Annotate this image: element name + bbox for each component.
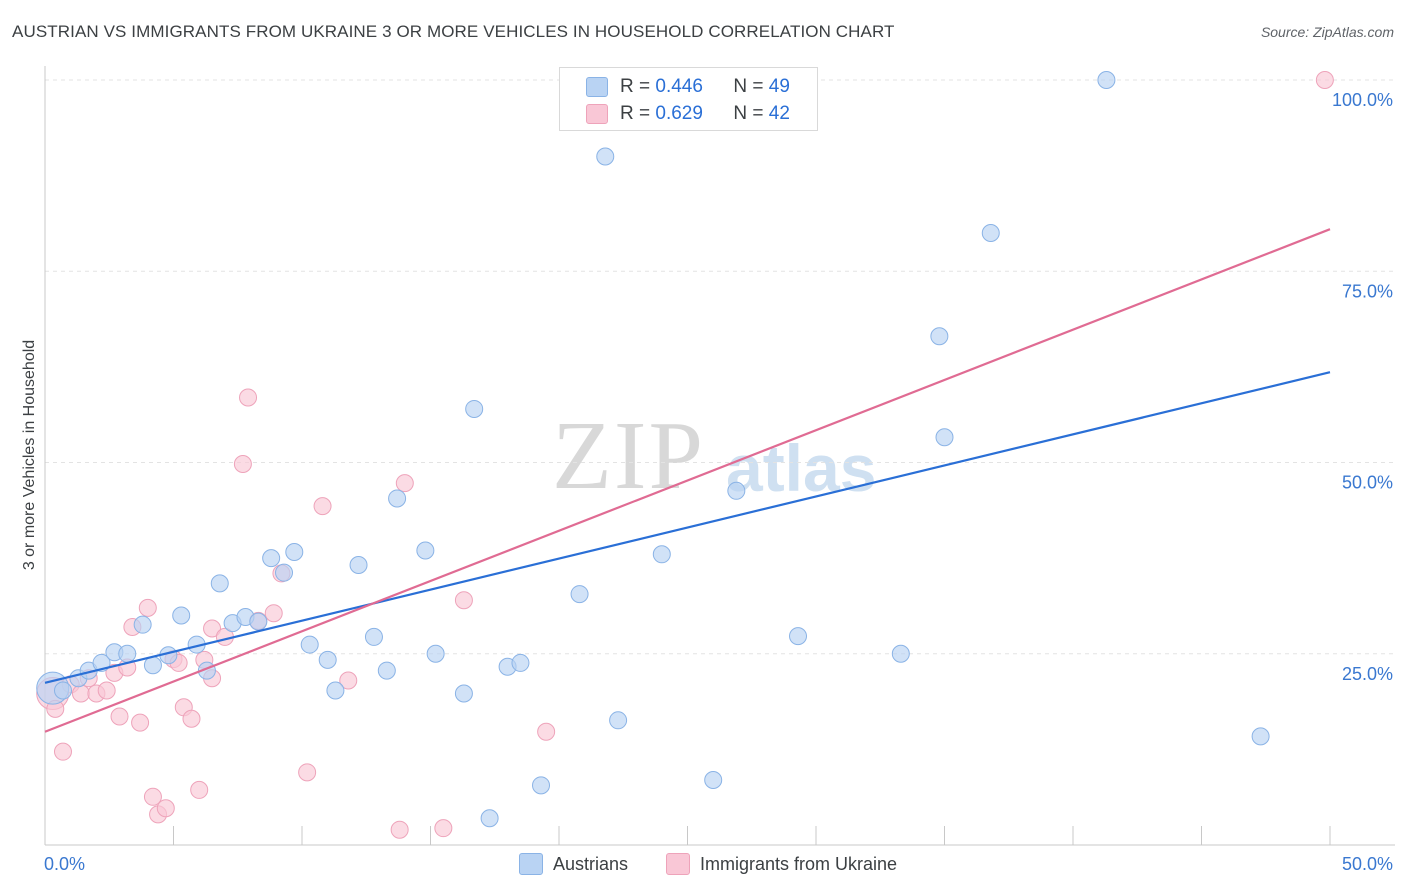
y-tick-label: 25.0% <box>1342 664 1393 684</box>
austrians-point <box>53 681 72 700</box>
y-tick-label: 100.0% <box>1332 90 1393 110</box>
correlation-legend: R = 0.446 N = 49 R = 0.629 N = 42 <box>559 67 818 131</box>
austrians-point <box>930 327 949 346</box>
legend-n-label: N = <box>733 103 769 124</box>
chart-title: AUSTRIAN VS IMMIGRANTS FROM UKRAINE 3 OR… <box>12 22 895 41</box>
austrians-legend-swatch <box>519 853 543 875</box>
bottom-legend-austrians: Austrians <box>519 852 628 876</box>
austrians-point <box>349 556 368 575</box>
legend-row-ukraine: R = 0.629 N = 42 <box>586 101 790 127</box>
austrians-point <box>1097 71 1116 89</box>
ukraine-point <box>143 787 162 806</box>
ukraine-point <box>138 598 157 617</box>
ukraine-point <box>395 474 414 493</box>
austrians-point <box>249 612 268 631</box>
watermark-zip: ZIP <box>552 402 705 510</box>
austrians-point <box>935 428 954 447</box>
austrians-swatch <box>586 77 608 97</box>
austrians-point <box>318 650 337 669</box>
ukraine-point <box>390 820 409 839</box>
legend-r-value-ukraine: 0.629 <box>655 103 703 124</box>
x-tick-label-min: 0.0% <box>44 854 85 874</box>
ukraine-point <box>298 763 317 782</box>
austrians-point <box>388 489 407 508</box>
austrians-point <box>275 563 294 582</box>
austrians-point <box>511 653 530 672</box>
bottom-legend-ukraine: Immigrants from Ukraine <box>666 852 897 876</box>
austrians-point <box>285 543 304 562</box>
ukraine-point <box>182 709 201 728</box>
ukraine-point <box>233 455 252 474</box>
ukraine-legend-swatch <box>666 853 690 875</box>
austrians-point <box>981 224 1000 242</box>
austrians-point <box>532 776 551 795</box>
austrians-trend-line <box>44 371 1331 684</box>
ukraine-point <box>454 591 473 610</box>
ukraine-point <box>156 799 175 818</box>
ukraine-point <box>239 388 258 407</box>
watermark-atlas: atlas <box>726 431 877 505</box>
source-label: Source: ZipAtlas.com <box>1260 24 1394 40</box>
ukraine-point <box>339 671 358 690</box>
austrians-point <box>727 481 746 500</box>
austrians-point <box>891 644 910 663</box>
legend-r-value-austrians: 0.446 <box>655 76 703 97</box>
austrians-legend-label: Austrians <box>553 853 629 874</box>
ukraine-point <box>203 619 222 638</box>
austrians-point <box>704 770 723 789</box>
austrians-point <box>172 606 191 625</box>
austrians-point <box>454 684 473 703</box>
austrians-point <box>652 545 671 564</box>
ukraine-point <box>537 722 556 741</box>
legend-r-label: R = <box>620 76 656 97</box>
ukraine-point <box>131 713 150 732</box>
austrians-point <box>480 809 499 828</box>
austrians-point <box>789 627 808 646</box>
ukraine-point <box>264 604 283 623</box>
austrians-point <box>133 615 152 634</box>
legend-r-label: R = <box>620 103 656 124</box>
austrians-point <box>609 711 628 730</box>
austrians-point <box>416 541 435 560</box>
y-tick-label: 75.0% <box>1342 281 1393 301</box>
austrians-point <box>570 585 589 604</box>
austrians-point <box>300 635 319 654</box>
legend-n-value-ukraine: 42 <box>768 103 790 124</box>
y-tick-label: 50.0% <box>1342 473 1393 493</box>
austrians-point <box>118 644 137 663</box>
ukraine-point <box>1315 71 1334 89</box>
ukraine-point <box>53 742 72 761</box>
austrians-point <box>465 399 484 418</box>
legend-n-label: N = <box>733 76 769 97</box>
legend-n-value-austrians: 49 <box>768 76 790 97</box>
austrians-point <box>377 661 396 680</box>
ukraine-swatch <box>586 104 608 124</box>
austrians-point <box>210 574 229 593</box>
austrians-point <box>262 549 281 568</box>
austrians-point <box>326 681 345 700</box>
austrians-point <box>426 644 445 663</box>
ukraine-trend-line <box>44 228 1331 733</box>
austrians-point <box>596 147 615 166</box>
austrians-point <box>364 627 383 646</box>
ukraine-point <box>190 780 209 799</box>
ukraine-point <box>97 681 116 700</box>
austrians-point <box>1251 727 1270 746</box>
ukraine-point <box>71 684 90 703</box>
legend-row-austrians: R = 0.446 N = 49 <box>586 74 790 100</box>
ukraine-point <box>434 819 453 838</box>
ukraine-point <box>110 707 129 726</box>
ukraine-point <box>313 497 332 516</box>
x-tick-label-max: 50.0% <box>1342 854 1393 874</box>
ukraine-legend-label: Immigrants from Ukraine <box>700 853 898 874</box>
